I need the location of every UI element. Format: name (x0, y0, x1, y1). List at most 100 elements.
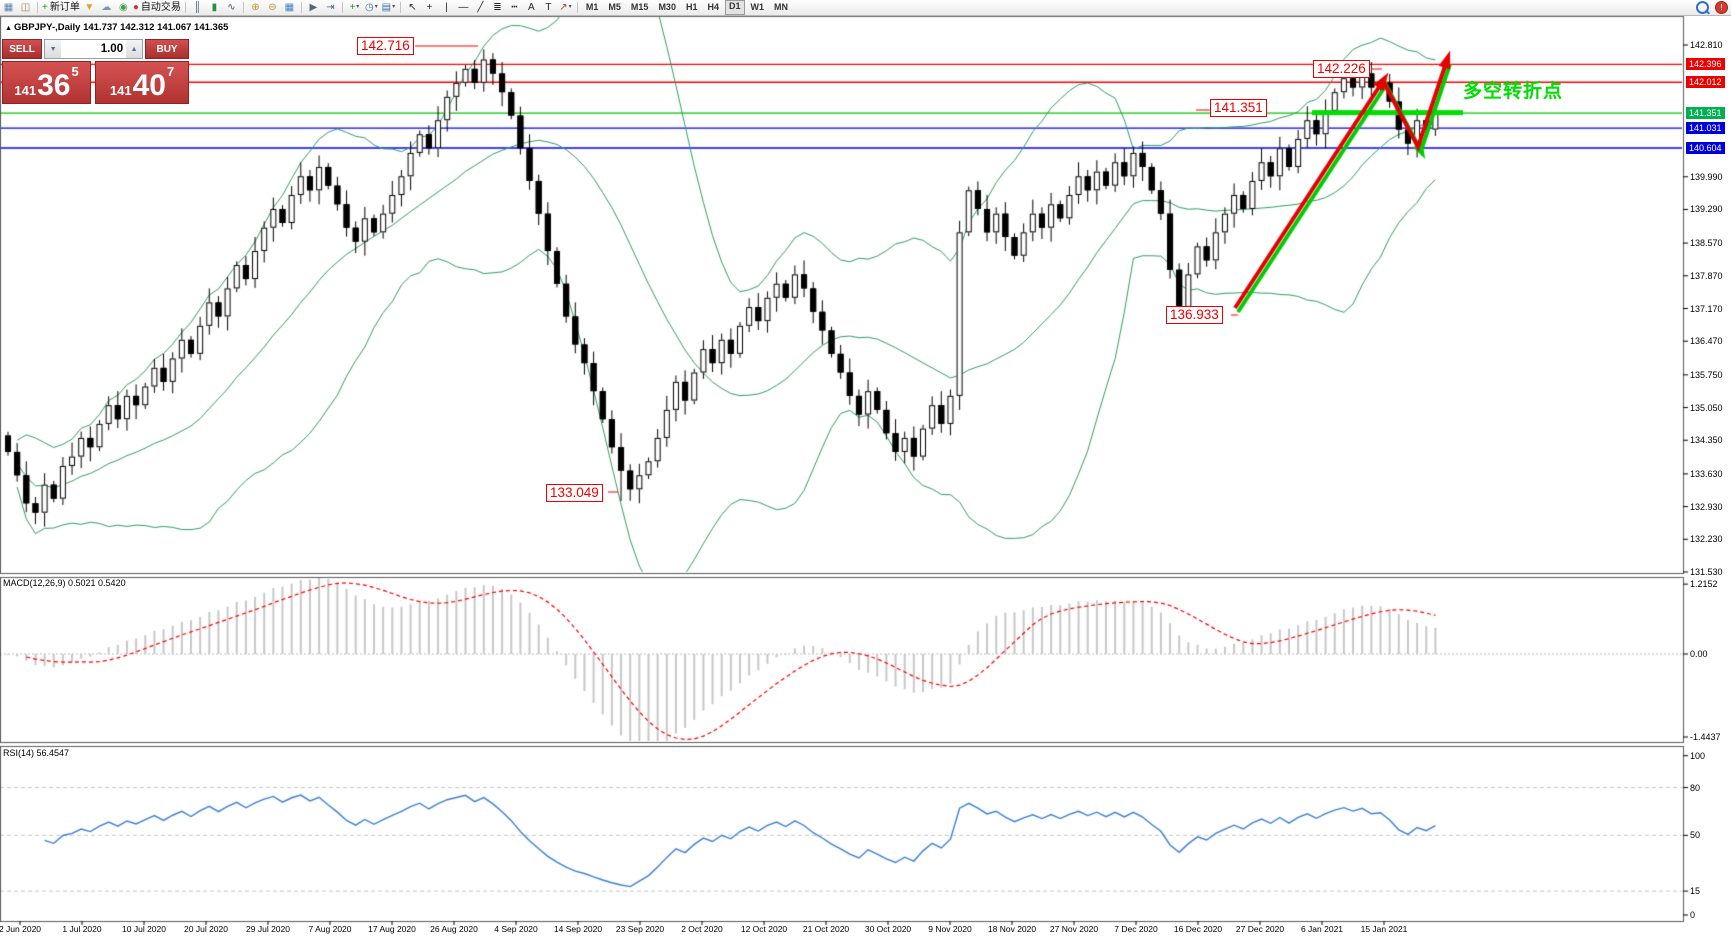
timeframe-w1[interactable]: W1 (750, 2, 765, 12)
candle-chart-icon[interactable]: ▮ (207, 1, 222, 14)
label-icon[interactable]: T (541, 1, 556, 14)
zoom-out-icon[interactable]: ⊖ (265, 1, 280, 14)
bar-chart-icon[interactable]: ║ (190, 1, 205, 14)
timeframe-mn[interactable]: MN (774, 2, 788, 12)
sell-button[interactable]: SELL (2, 39, 43, 59)
price-tick: 136.470 (1690, 336, 1723, 347)
crosshair-icon: + (426, 2, 433, 13)
date-label: 7 Aug 2020 (308, 924, 352, 934)
chevron-down-icon: ▾ (374, 4, 378, 10)
date-label: 18 Nov 2020 (987, 924, 1037, 934)
auto-trading-button: ● (132, 2, 139, 13)
annotation-high-142226[interactable]: 142.226 (1313, 60, 1370, 78)
annotation-high-142716[interactable]: 142.716 (357, 37, 414, 55)
search-icon[interactable] (1696, 1, 1709, 14)
toolbar-separator (399, 2, 401, 13)
new-order-button[interactable]: + 新订单 (42, 1, 80, 14)
timeframe-m1[interactable]: M1 (585, 2, 599, 12)
symbol-marker-icon: ▲ (5, 25, 12, 32)
timeframe-m15[interactable]: M15 (630, 2, 649, 12)
date-label: 7 Dec 2020 (1114, 924, 1158, 934)
chevron-down-icon: ▾ (392, 4, 396, 10)
indicators-icon: + (349, 2, 356, 13)
date-label: 16 Dec 2020 (1173, 924, 1223, 934)
new-order-button-label: 新订单 (49, 2, 80, 13)
candle-chart-icon: ▮ (211, 2, 218, 13)
bar-chart-icon: ║ (193, 2, 201, 13)
timeframe-m5[interactable]: M5 (608, 2, 621, 12)
date-label: 2 Jun 2020 (0, 924, 42, 934)
rsi-axis-tick: 0 (1690, 910, 1696, 920)
annotation-low-133049[interactable]: 133.049 (546, 484, 603, 502)
market-watch-icon[interactable]: ◫ (18, 1, 33, 14)
macd-axis-tick: -1.4437 (1690, 732, 1721, 742)
auto-trading-button[interactable]: ● 自动交易 (133, 1, 181, 14)
new-chart-icon[interactable]: ▦ (1, 1, 16, 14)
toolbar: ▦ ◫ + 新订单 ▼ ☁ ◉ ● 自动交易 ║ ▮ ∿ ⊕ ⊖ ▦ ▶ ⇥ + ▾ ◷ ▾ ▤ ▾ ↖ + | — ╱ ≣ ┅ A T ↗ ▾ … (0, 0, 1731, 16)
horizontal-line-icon: — (458, 2, 469, 13)
date-label: 27 Dec 2020 (1235, 924, 1285, 934)
date-label: 6 Jan 2021 (1300, 924, 1344, 934)
indicators-icon[interactable]: + ▾ (347, 1, 362, 14)
date-label: 17 Aug 2020 (368, 924, 416, 934)
annotation-support-141351[interactable]: 141.351 (1210, 99, 1267, 117)
crosshair-icon[interactable]: + (422, 1, 437, 14)
sell-price-sup: 5 (71, 64, 79, 79)
buy-button[interactable]: BUY (145, 39, 189, 59)
volume-up-button[interactable]: ▲ (126, 40, 143, 58)
price-tick: 132.930 (1690, 501, 1723, 512)
templates-icon[interactable]: ▤ ▾ (381, 1, 396, 14)
chart-shift-icon[interactable]: ⇥ (323, 1, 338, 14)
fibonacci-icon: ≣ (493, 2, 502, 13)
volume-input[interactable] (61, 40, 127, 58)
sell-price-display[interactable]: 141 36 5 (2, 61, 92, 104)
cloud-icon[interactable]: ☁ (99, 1, 114, 14)
cursor-icon[interactable]: ↖ (405, 1, 420, 14)
chart-shift-icon: ⇥ (326, 2, 335, 13)
fibonacci-icon[interactable]: ≣ (490, 1, 505, 14)
funnel-icon[interactable]: ▼ (82, 1, 97, 14)
signal-icon: ◉ (118, 2, 128, 13)
periods-icon: ◷ (365, 2, 374, 13)
timeframe-m30[interactable]: M30 (658, 2, 676, 12)
templates-icon: ▤ (381, 2, 392, 13)
timeframe-d1[interactable]: D1 (724, 0, 745, 15)
annotation-low-136933[interactable]: 136.933 (1166, 306, 1223, 324)
horizontal-line-icon[interactable]: — (456, 1, 471, 14)
zoom-in-icon[interactable]: ⊕ (248, 1, 263, 14)
price-tick: 139.290 (1690, 204, 1723, 215)
volume-down-button[interactable]: ▼ (45, 40, 62, 58)
vertical-line-icon[interactable]: | (439, 1, 454, 14)
date-label: 4 Sep 2020 (494, 924, 538, 934)
channels-icon[interactable]: ┅ (507, 1, 522, 14)
periods-icon[interactable]: ◷ ▾ (364, 1, 379, 14)
auto-scroll-icon: ▶ (309, 2, 318, 13)
auto-trading-button-label: 自动交易 (140, 2, 181, 13)
text-icon[interactable]: A (524, 1, 539, 14)
auto-scroll-icon[interactable]: ▶ (306, 1, 321, 14)
new-order-button: + (42, 2, 48, 13)
trendline-icon: ╱ (477, 2, 484, 13)
price-tick: 132.230 (1690, 534, 1723, 545)
line-chart-icon[interactable]: ∿ (224, 1, 239, 14)
price-tick: 142.810 (1690, 40, 1723, 50)
buy-price-display[interactable]: 141 40 7 (95, 61, 189, 104)
line-chart-icon: ∿ (227, 2, 236, 13)
price-tick: 137.870 (1690, 270, 1723, 281)
chart-title: ▲ GBPJPY-,Daily 141.737 142.312 141.067 1… (5, 22, 228, 33)
chevron-down-icon: ▾ (356, 4, 360, 10)
price-tick: 137.170 (1690, 303, 1723, 314)
notification-icon[interactable]: ! (1715, 1, 1728, 14)
trendline-icon[interactable]: ╱ (473, 1, 488, 14)
toolbar-separator (300, 2, 302, 13)
tile-windows-icon[interactable]: ▦ (282, 1, 297, 14)
timeframe-h1[interactable]: H1 (685, 2, 698, 12)
turning-point-text[interactable]: 多空转折点 (1463, 81, 1564, 102)
shapes-icon[interactable]: ↗ ▾ (558, 1, 573, 14)
rsi-axis-tick: 15 (1690, 886, 1701, 897)
timeframe-h4[interactable]: H4 (707, 2, 719, 12)
signal-icon[interactable]: ◉ (116, 1, 131, 14)
rsi-label: RSI(14) 56.4547 (3, 748, 70, 758)
